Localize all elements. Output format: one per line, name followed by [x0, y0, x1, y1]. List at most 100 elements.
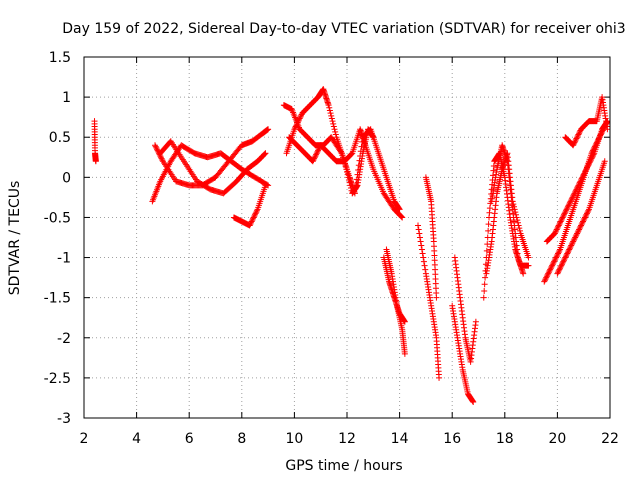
x-tick-label: 18	[496, 431, 514, 447]
data-point	[516, 227, 523, 234]
data-point	[544, 271, 551, 278]
data-point	[570, 238, 577, 245]
data-point	[572, 189, 579, 196]
data-point	[399, 214, 406, 221]
data-point	[560, 213, 567, 220]
data-point	[587, 158, 594, 165]
data-point	[557, 265, 564, 272]
data-point	[589, 154, 596, 161]
data-point	[555, 269, 562, 276]
y-tick-label: -2	[57, 331, 71, 347]
data-point	[556, 247, 563, 254]
data-point	[561, 255, 568, 262]
data-point	[564, 249, 571, 256]
data-point	[310, 156, 317, 163]
data-point	[291, 126, 298, 133]
data-point	[416, 234, 423, 241]
data-point	[576, 179, 583, 186]
data-point	[436, 374, 443, 381]
data-point	[569, 239, 576, 246]
data-point	[585, 207, 592, 214]
data-point	[315, 147, 322, 154]
data-point	[545, 270, 552, 277]
data-point	[265, 126, 272, 133]
data-point	[541, 278, 548, 285]
data-point	[572, 233, 579, 240]
series-arc-c	[149, 142, 272, 205]
data-point	[550, 259, 557, 266]
data-point	[253, 207, 260, 214]
y-tick-labels: 1.5 1 0.5 0 -0.5 -1 -1.5 -2 -2.5 -3	[44, 50, 71, 427]
series-arc-f	[283, 86, 406, 221]
data-point	[415, 222, 422, 229]
data-point	[250, 214, 257, 221]
data-point	[578, 222, 585, 229]
series-arc-q	[488, 142, 527, 277]
data-point	[570, 191, 577, 198]
data-point	[577, 178, 584, 185]
data-point	[566, 246, 573, 253]
y-tick-label: 1.5	[49, 50, 71, 66]
data-point	[554, 251, 561, 258]
data-point	[345, 177, 352, 184]
data-point	[153, 144, 160, 151]
data-point	[328, 112, 335, 119]
data-point	[541, 277, 548, 284]
data-point	[589, 152, 596, 159]
y-tick-label: 0.5	[49, 130, 71, 146]
data-point	[154, 147, 161, 154]
data-point	[326, 107, 333, 114]
data-point	[248, 219, 255, 226]
x-tick-label: 6	[185, 431, 194, 447]
data-point	[573, 135, 580, 142]
data-point	[398, 213, 405, 220]
data-point	[560, 257, 567, 264]
data-point	[418, 246, 425, 253]
data-point	[344, 171, 351, 178]
data-point	[564, 250, 571, 257]
data-point	[579, 219, 586, 226]
data-point	[559, 215, 566, 222]
data-point	[585, 160, 592, 167]
data-point	[558, 217, 565, 224]
data-point	[568, 197, 575, 204]
series-arc-m	[449, 302, 477, 405]
data-point	[326, 104, 333, 111]
series-arc-h	[286, 126, 377, 197]
data-point	[485, 221, 492, 228]
y-tick-label: -3	[57, 411, 71, 427]
data-point	[418, 242, 425, 249]
data-point	[574, 132, 581, 139]
data-point	[246, 222, 253, 229]
data-point	[420, 254, 427, 261]
data-point	[561, 210, 568, 217]
data-point	[556, 221, 563, 228]
data-point	[582, 168, 589, 175]
x-tick-label: 20	[548, 431, 566, 447]
grid-lines	[84, 57, 610, 418]
data-point	[564, 203, 571, 210]
data-point	[562, 207, 569, 214]
data-point	[514, 219, 521, 226]
series-arc-a	[91, 118, 99, 165]
series-arc-j	[380, 254, 408, 325]
data-point	[549, 261, 556, 268]
data-point	[601, 158, 608, 165]
data-point	[569, 194, 576, 201]
data-point	[470, 398, 477, 405]
data-point	[583, 210, 590, 217]
data-point	[548, 263, 555, 270]
data-point	[577, 223, 584, 230]
data-point	[555, 250, 562, 257]
data-point	[332, 128, 339, 135]
data-point	[415, 226, 422, 233]
data-point	[562, 253, 569, 260]
x-tick-label: 14	[391, 431, 409, 447]
data-point	[396, 206, 403, 213]
y-tick-label: 1	[62, 90, 71, 106]
data-point	[420, 258, 427, 265]
data-point	[249, 215, 256, 222]
data-point	[572, 234, 579, 241]
y-axis-label: SDTVAR / TECUs	[7, 181, 23, 296]
data-point	[571, 139, 578, 146]
